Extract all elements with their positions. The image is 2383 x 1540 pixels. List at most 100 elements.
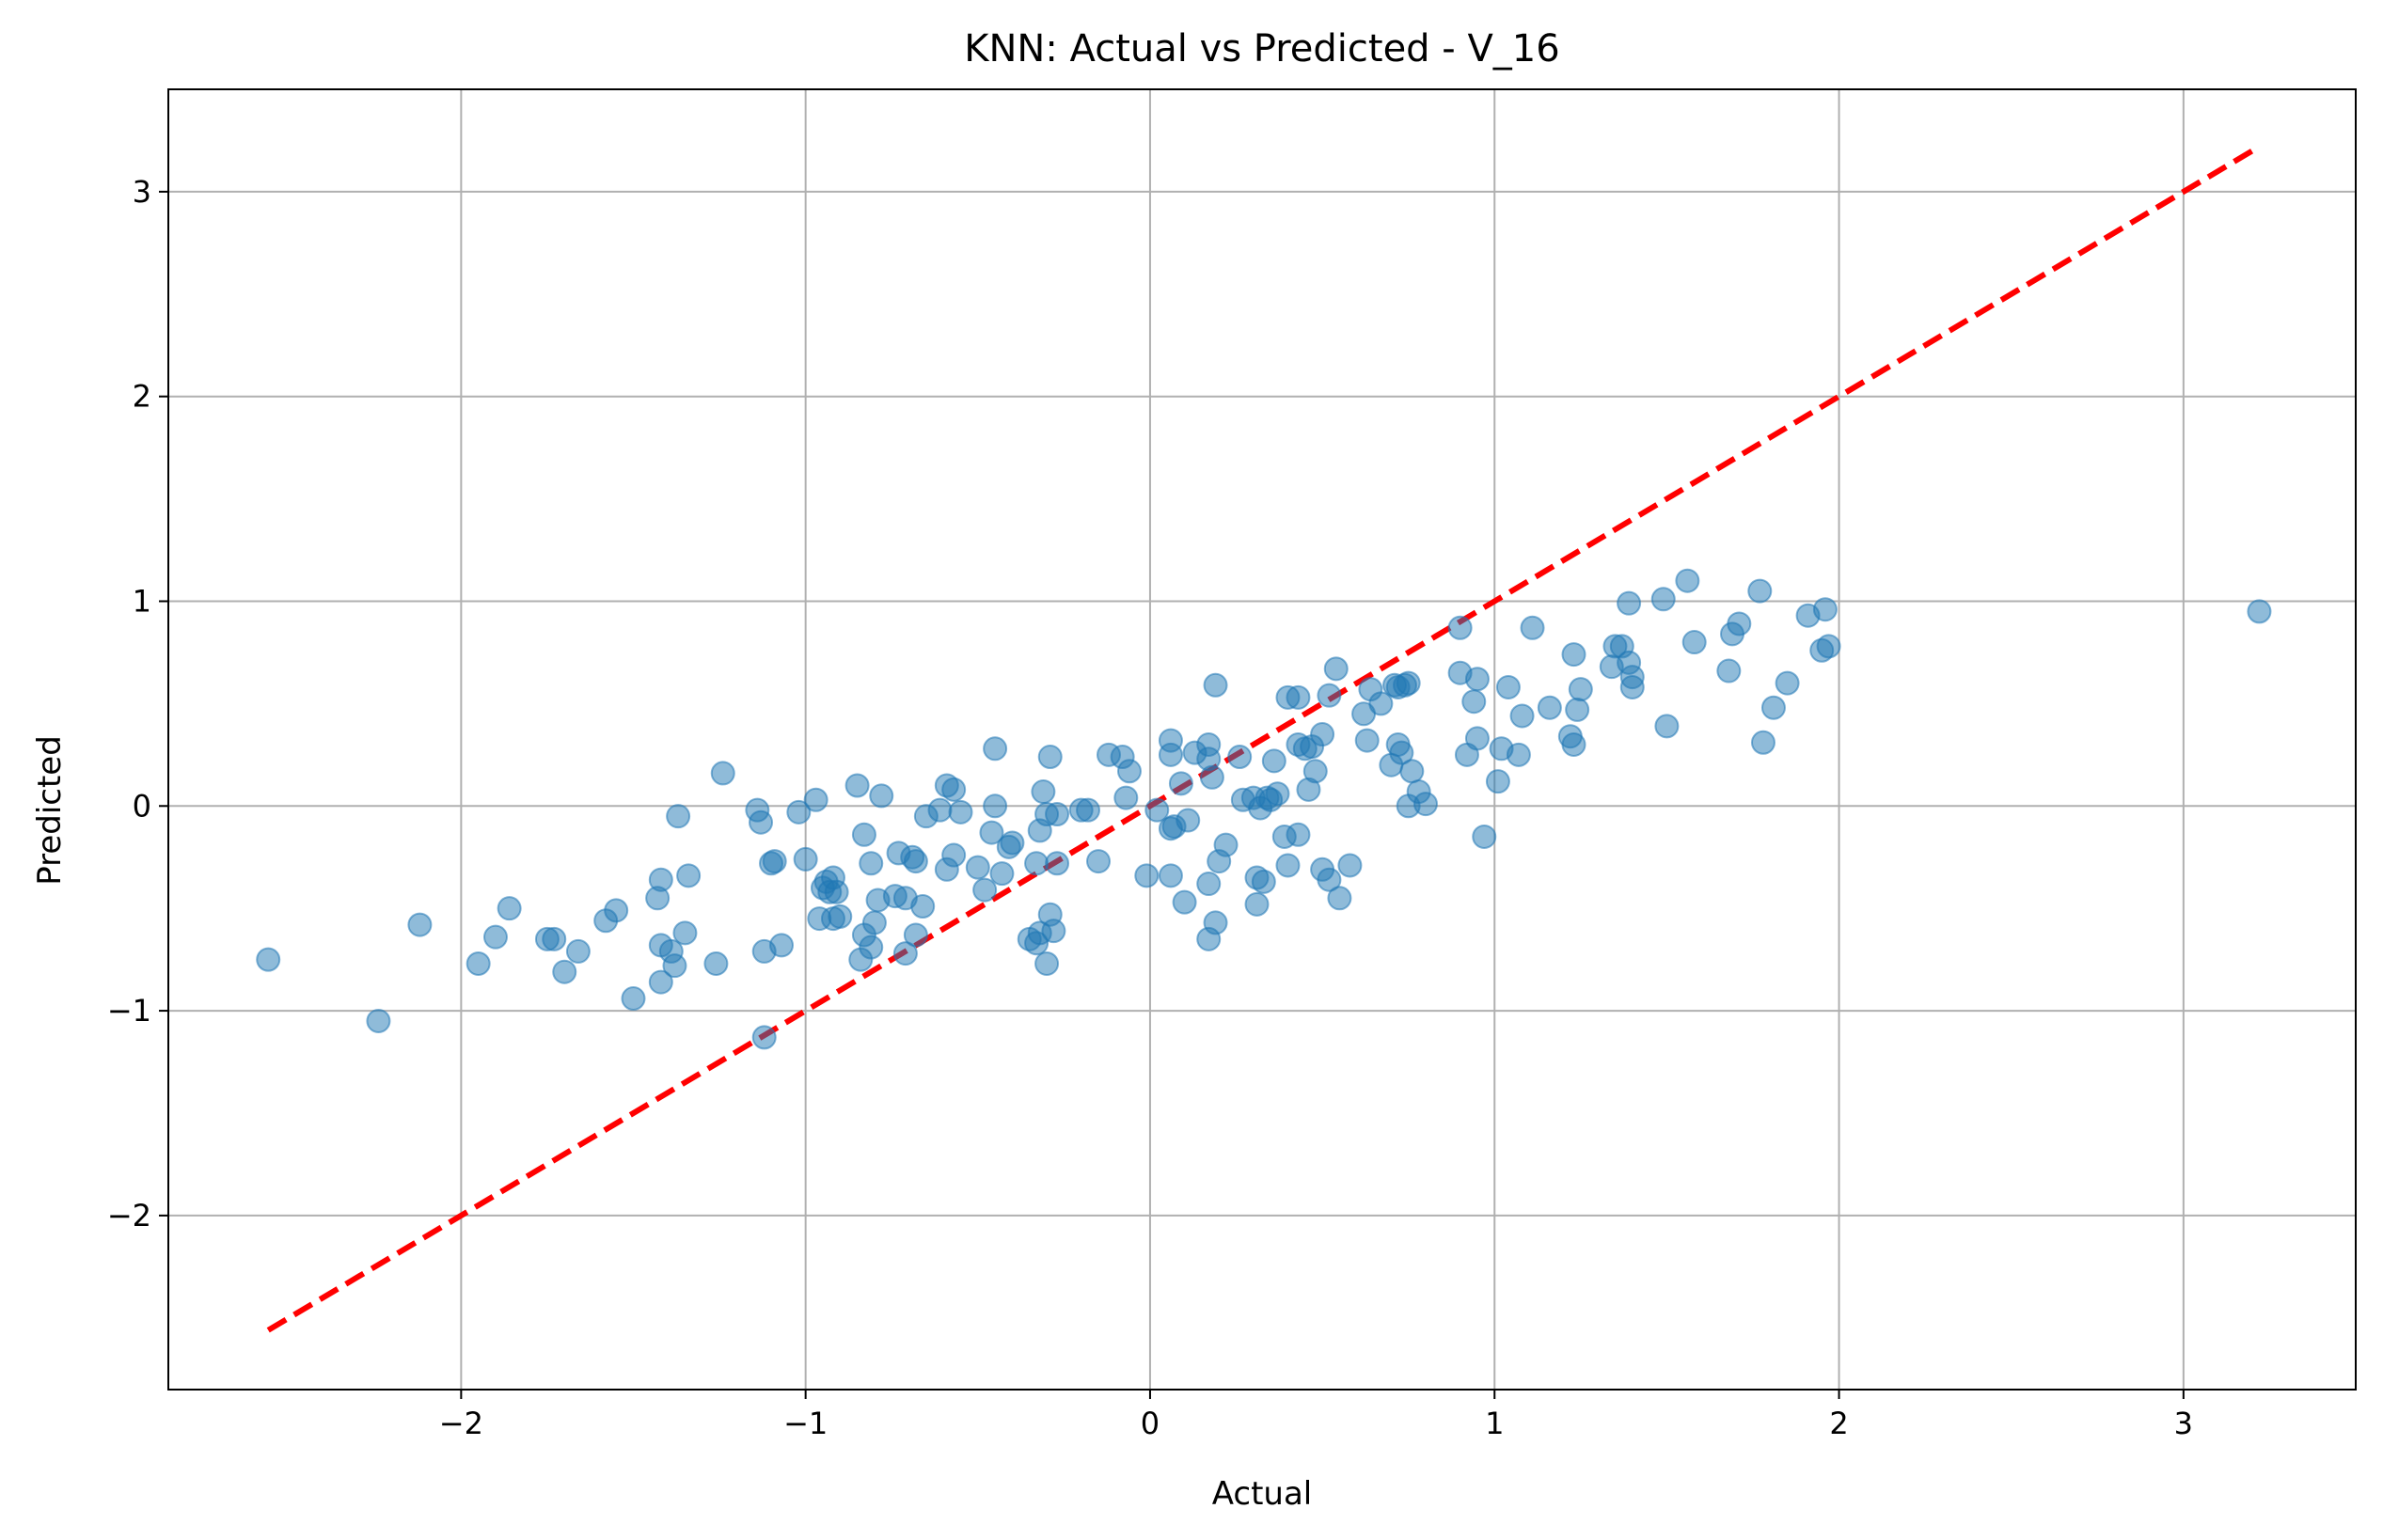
data-point: [1213, 832, 1239, 857]
data-point: [676, 863, 702, 888]
data-point: [1617, 590, 1642, 616]
data-point: [793, 846, 818, 872]
data-point: [1464, 667, 1490, 692]
y-tick-label: 1: [133, 583, 151, 619]
data-point: [903, 922, 928, 948]
data-point: [1506, 742, 1531, 767]
data-point: [769, 933, 795, 958]
data-point: [1520, 615, 1545, 640]
y-tick-label: −2: [107, 1198, 151, 1234]
data-point: [927, 797, 953, 823]
data-point: [1076, 797, 1101, 823]
data-point: [2247, 599, 2272, 624]
data-point: [903, 849, 928, 874]
data-point: [1045, 851, 1070, 876]
data-point: [1368, 691, 1394, 716]
data-point: [1158, 863, 1183, 888]
data-point: [1727, 611, 1752, 636]
data-point: [941, 842, 967, 868]
data-point: [497, 896, 522, 921]
y-axis-ticks: −2 −1 0 1 2 3: [107, 174, 168, 1234]
data-point: [972, 877, 998, 903]
data-point: [749, 809, 774, 835]
data-point: [1654, 714, 1680, 739]
data-point: [1134, 863, 1160, 888]
data-point: [1317, 867, 1342, 892]
data-point: [1396, 670, 1421, 696]
data-point: [762, 849, 787, 874]
x-axis-ticks: −2 −1 0 1 2 3: [439, 1390, 2193, 1441]
data-point: [466, 951, 491, 976]
data-point: [1561, 642, 1586, 668]
data-point: [1168, 771, 1193, 796]
data-point: [751, 1025, 777, 1050]
data-point: [1158, 728, 1183, 753]
data-point: [1750, 730, 1775, 755]
data-point: [1302, 759, 1328, 784]
data-point: [1116, 759, 1142, 784]
x-tick-label: 2: [1829, 1406, 1848, 1441]
data-point: [1650, 587, 1676, 612]
data-point: [1472, 824, 1497, 849]
x-tick-label: −2: [439, 1406, 483, 1441]
data-point: [1354, 728, 1380, 753]
x-tick-label: 3: [2174, 1406, 2193, 1441]
data-point: [1399, 759, 1425, 784]
data-point: [1199, 764, 1224, 790]
data-point: [910, 894, 936, 919]
data-point: [859, 851, 884, 876]
data-point: [1323, 656, 1349, 682]
data-point: [1812, 597, 1838, 622]
data-point: [1045, 801, 1070, 826]
data-point: [1286, 684, 1311, 710]
data-point: [1286, 822, 1311, 847]
data-point: [1244, 891, 1270, 917]
data-point: [1565, 697, 1590, 722]
data-point: [983, 794, 1008, 819]
data-point: [1389, 740, 1414, 765]
data-point: [1681, 630, 1707, 655]
data-point: [941, 777, 967, 802]
data-point: [1561, 731, 1586, 757]
data-point: [1041, 919, 1066, 944]
data-point: [869, 783, 894, 809]
data-point: [1144, 797, 1170, 823]
y-tick-label: 2: [133, 379, 151, 415]
data-point: [666, 804, 691, 829]
data-point: [1495, 674, 1521, 699]
data-point: [1275, 853, 1301, 878]
data-point: [965, 855, 990, 880]
data-point: [1327, 886, 1352, 911]
data-point: [1447, 615, 1473, 640]
data-point: [844, 773, 870, 798]
data-point: [621, 986, 646, 1012]
data-point: [648, 867, 673, 892]
data-point: [1086, 849, 1112, 874]
data-point: [672, 920, 698, 946]
data-point: [1619, 674, 1645, 699]
data-point: [1775, 670, 1800, 696]
data-point: [1176, 808, 1201, 833]
data-point: [824, 879, 849, 904]
data-point: [256, 947, 281, 972]
x-tick-label: 1: [1485, 1406, 1504, 1441]
data-point: [1113, 785, 1139, 810]
data-point: [892, 941, 918, 966]
data-point: [604, 898, 629, 923]
data-point: [1227, 745, 1253, 770]
data-point: [1034, 951, 1060, 976]
y-tick-label: 0: [133, 788, 151, 824]
data-point: [859, 935, 884, 960]
data-point: [1031, 779, 1056, 805]
data-point: [565, 938, 591, 964]
data-point: [1261, 748, 1286, 774]
data-point: [983, 736, 1008, 762]
x-tick-label: 0: [1141, 1406, 1160, 1441]
y-tick-label: 3: [133, 174, 151, 210]
reference-line: [266, 144, 2261, 1333]
x-tick-label: −1: [783, 1406, 828, 1441]
data-point: [407, 912, 433, 937]
data-point: [1196, 872, 1222, 897]
data-point: [662, 953, 687, 979]
